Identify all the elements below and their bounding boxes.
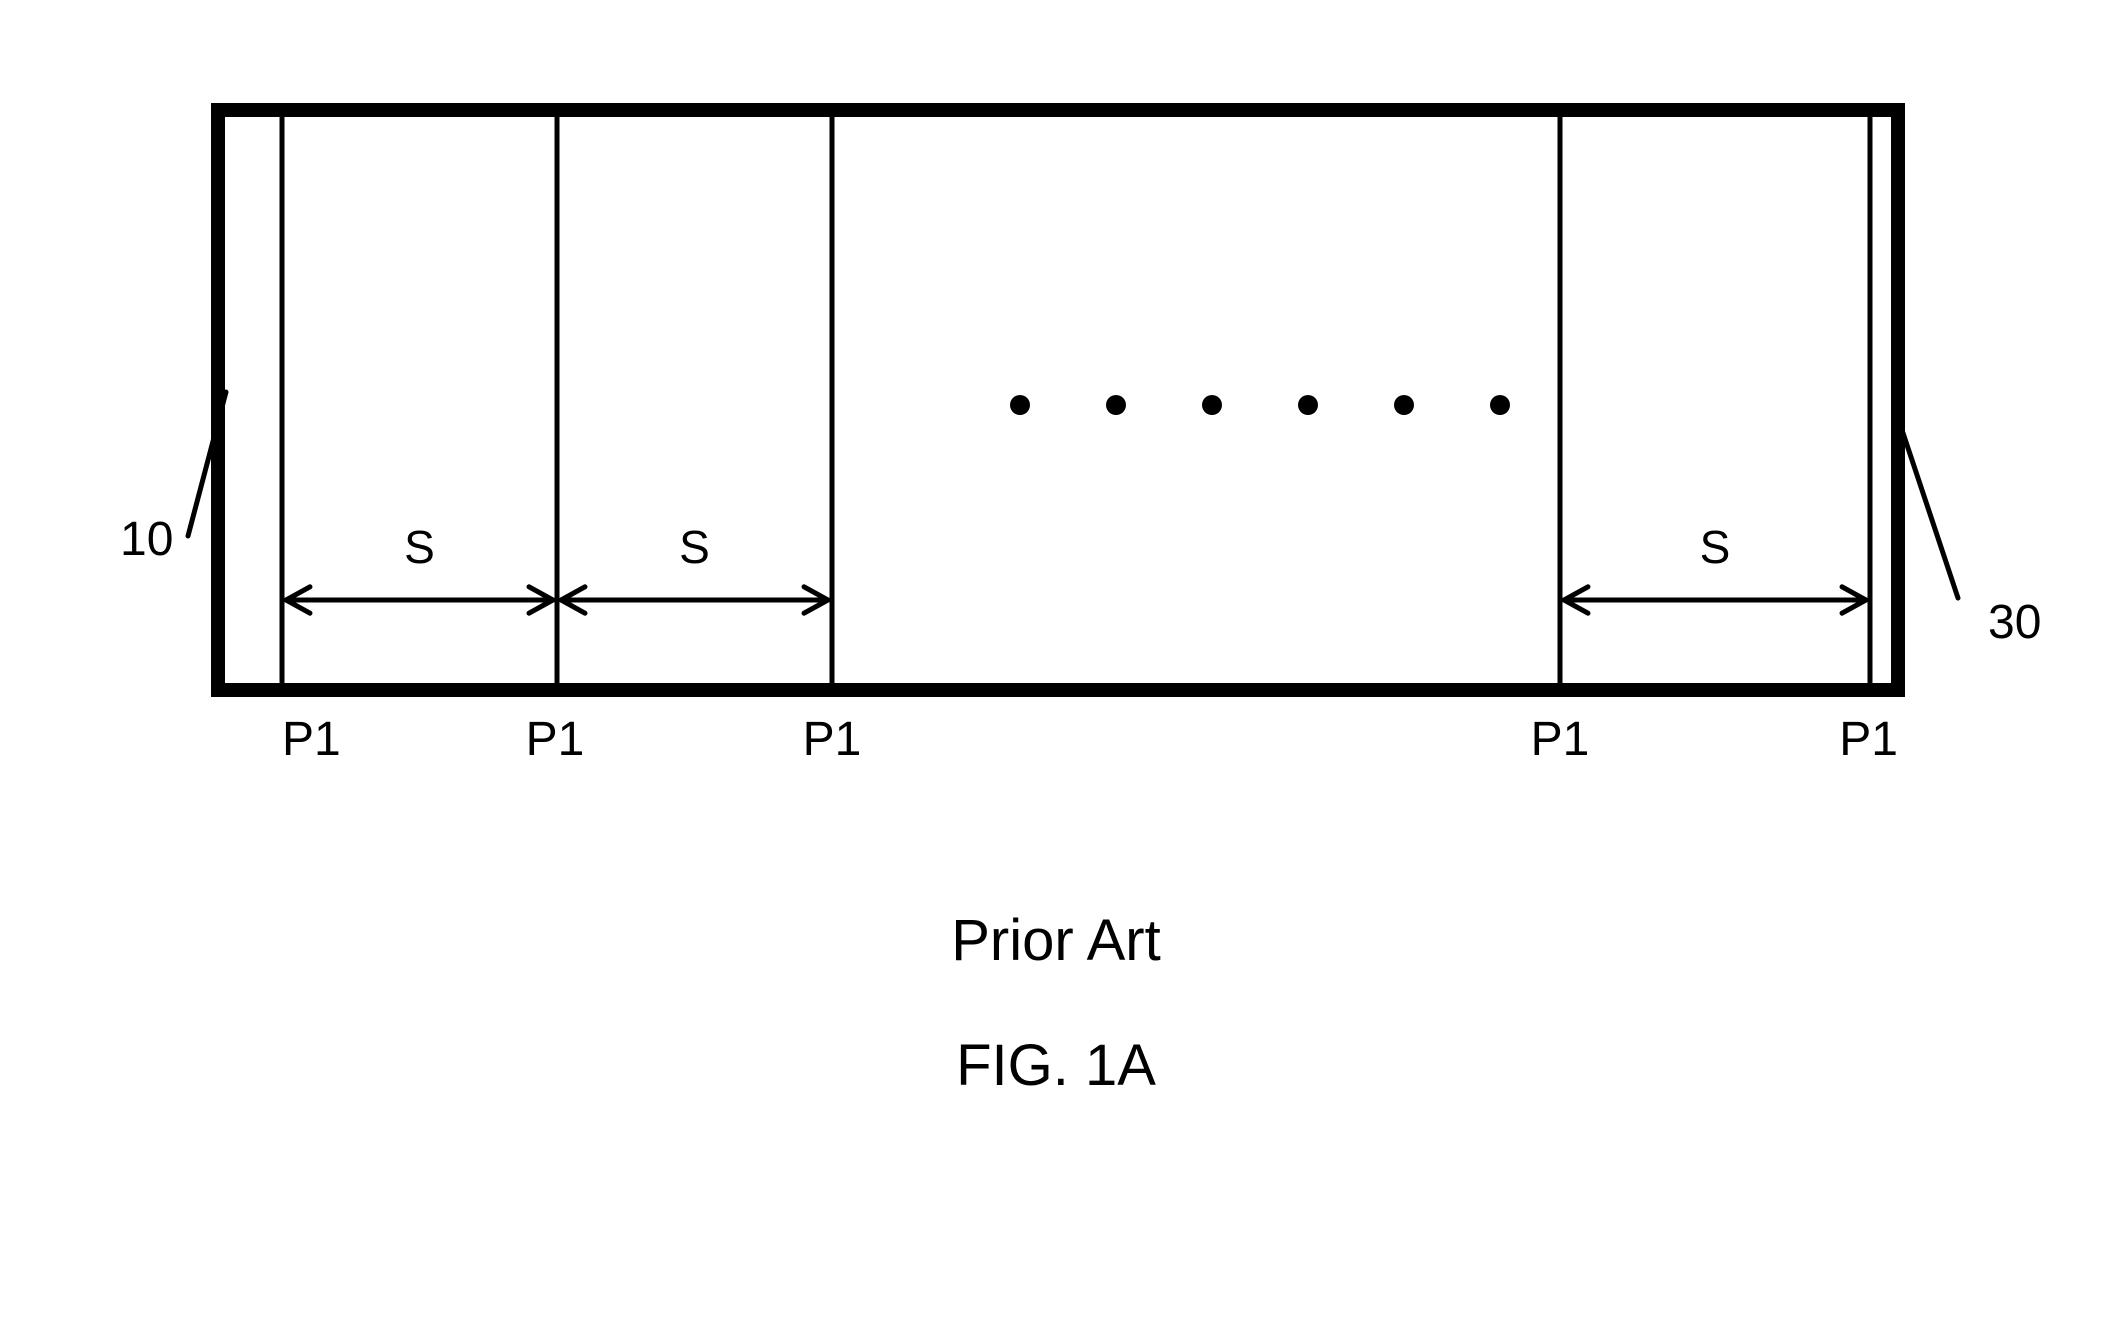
dimension-span-1: S [561, 521, 828, 613]
dimension-label-0: S [404, 521, 435, 573]
ellipsis-dot-1 [1106, 395, 1126, 415]
ellipsis-dot-2 [1202, 395, 1222, 415]
reference-numeral-1: 30 [1988, 596, 2041, 649]
dimension-span-0: S [286, 521, 553, 613]
leader-0: 10 [120, 392, 226, 566]
position-label-0: P1 [282, 713, 341, 766]
ellipsis-dot-0 [1010, 395, 1030, 415]
dimension-span-2: S [1564, 521, 1866, 613]
ellipsis-dot-5 [1490, 395, 1510, 415]
outer-rect [218, 110, 1898, 690]
position-label-2: P1 [803, 713, 862, 766]
caption-1: FIG. 1A [956, 1033, 1156, 1098]
ellipsis-dot-4 [1394, 395, 1414, 415]
position-label-4: P1 [1839, 713, 1898, 766]
position-label-3: P1 [1531, 713, 1590, 766]
caption-0: Prior Art [951, 908, 1161, 973]
ellipsis-dot-3 [1298, 395, 1318, 415]
reference-numeral-0: 10 [120, 513, 173, 566]
dimension-label-2: S [1700, 521, 1731, 573]
leader-1: 30 [1894, 406, 2041, 649]
dimension-label-1: S [679, 521, 710, 573]
figure-svg: S S S P1 P1 P1 P1 P1 10 30 Prior Art FIG. 1A [0, 0, 2112, 1340]
position-label-1: P1 [526, 713, 585, 766]
